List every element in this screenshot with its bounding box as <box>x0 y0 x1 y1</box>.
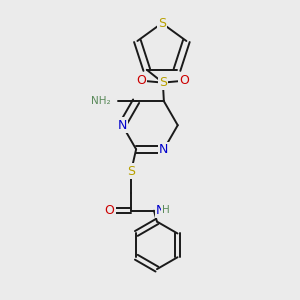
Text: O: O <box>136 74 146 87</box>
Text: NH₂: NH₂ <box>91 96 110 106</box>
Text: N: N <box>156 204 165 217</box>
Text: H: H <box>162 205 170 215</box>
Text: S: S <box>127 165 135 178</box>
Text: N: N <box>159 143 169 156</box>
Text: O: O <box>180 74 190 87</box>
Text: S: S <box>159 76 167 89</box>
Text: S: S <box>158 17 166 30</box>
Text: O: O <box>104 204 114 217</box>
Text: N: N <box>118 119 127 132</box>
